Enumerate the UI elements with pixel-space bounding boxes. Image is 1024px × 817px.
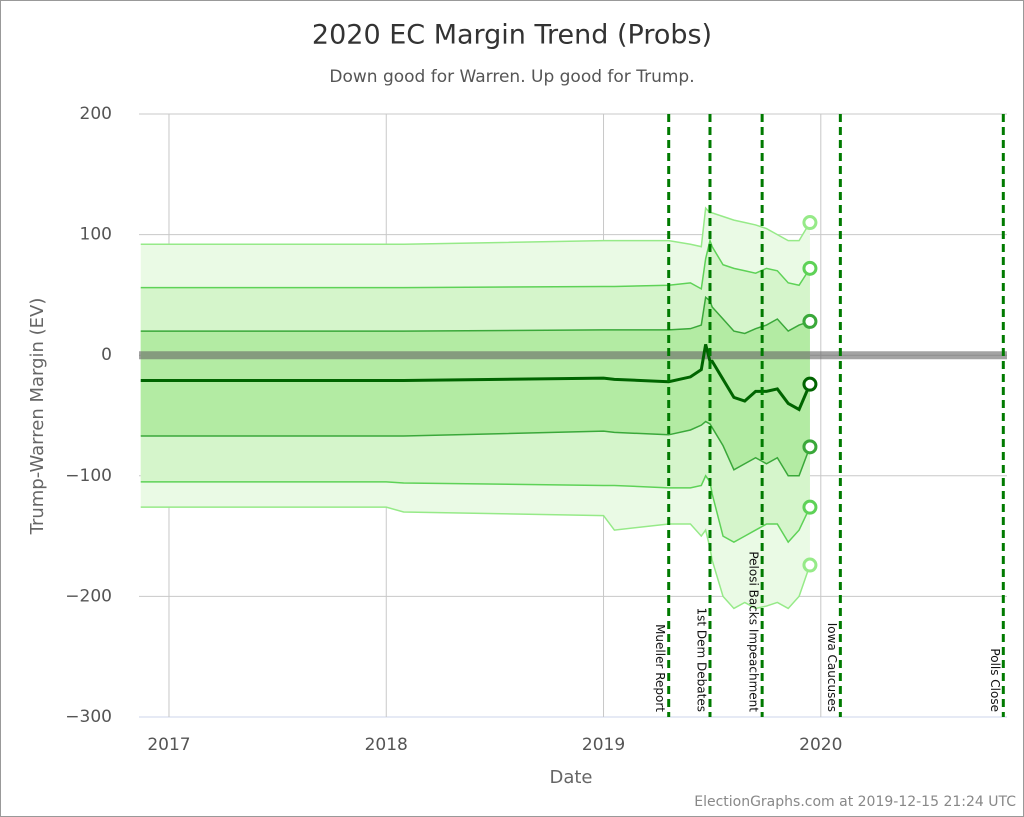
y-tick-label: 0 (101, 345, 112, 365)
y-tick-label: −100 (65, 466, 112, 486)
end-marker (802, 376, 818, 392)
x-tick-label: 2017 (147, 735, 190, 755)
end-marker (802, 439, 818, 455)
y-tick-label: −200 (65, 586, 112, 606)
x-tick-label: 2019 (582, 735, 625, 755)
x-tick-label: 2020 (799, 735, 842, 755)
credit: ElectionGraphs.com at 2019-12-15 21:24 U… (694, 794, 1016, 810)
event-label: Iowa Caucuses (825, 623, 839, 712)
y-tick-label: −300 (65, 707, 112, 727)
event-label: Mueller Report (653, 624, 667, 712)
line (140, 238, 811, 291)
chart-subtitle: Down good for Warren. Up good for Trump. (329, 67, 694, 87)
end-marker (802, 215, 818, 231)
event-label: 1st Dem Debates (694, 608, 708, 712)
end-marker (802, 499, 818, 515)
band-area (140, 297, 810, 476)
x-tick-label: 2018 (365, 735, 408, 755)
x-axis-label: Date (549, 767, 592, 788)
end-marker (802, 260, 818, 276)
chart-title: 2020 EC Margin Trend (Probs) (312, 20, 712, 51)
line (140, 420, 811, 477)
y-axis-label: Trump-Warren Margin (EV) (27, 298, 48, 536)
y-tick-label: 200 (80, 104, 112, 124)
end-marker (802, 313, 818, 329)
event-label: Pelosi Backs Impeachment (747, 551, 761, 712)
y-tick-label: 100 (80, 225, 112, 245)
end-marker (802, 557, 818, 573)
event-label: Polls Close (988, 648, 1002, 712)
